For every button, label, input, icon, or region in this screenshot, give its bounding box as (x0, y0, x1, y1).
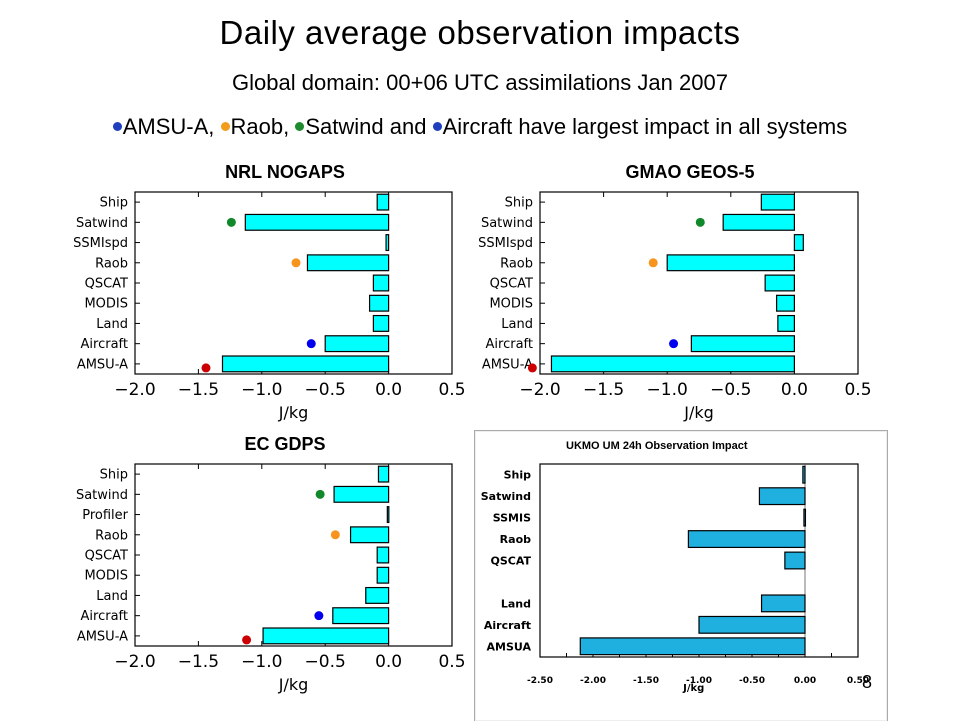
page-title: Daily average observation impacts (219, 14, 741, 51)
ukmo-chart-frame (474, 430, 888, 721)
bar (221, 355, 390, 373)
chart-title-nogaps: NRL NOGAPS (225, 162, 345, 182)
bar (306, 254, 390, 272)
category-label: MODIS (84, 297, 128, 312)
bullet-dot-icon (295, 121, 305, 131)
x-tick-label: −0.5 (305, 380, 346, 400)
bar (244, 213, 390, 231)
bar (385, 234, 390, 252)
bar (368, 294, 390, 312)
bar (376, 193, 390, 211)
bullet-dot-icon (112, 121, 122, 131)
page-subtitle: Global domain: 00+06 UTC assimilations J… (232, 70, 728, 95)
x-tick-label: −1.0 (241, 380, 282, 400)
bullet-text: Satwind and (305, 114, 433, 139)
bar (372, 274, 390, 292)
chart-title-geos5: GMAO GEOS-5 (625, 162, 755, 182)
bar (324, 335, 390, 353)
x-tick-label: 0.0 (375, 380, 402, 400)
category-label: QSCAT (85, 277, 128, 292)
chart-title-ukmo: UKMO UM 24h Observation Impact (566, 440, 748, 452)
bullet-dot-icon (432, 121, 442, 131)
bullet-text: AMSU-A, (122, 114, 221, 139)
x-tick-label: −2.0 (114, 380, 155, 400)
x-tick-label: 0.5 (438, 380, 465, 400)
marker-dot (306, 339, 316, 349)
category-label: Satwind (76, 216, 128, 231)
category-label: AMSU-A (77, 357, 128, 372)
bullet-amsu: AMSU-A, (112, 114, 221, 139)
category-label: SSMIspd (73, 236, 128, 251)
page-number: 8 (862, 672, 873, 692)
bullet-text: Raob, (230, 114, 296, 139)
marker-dot (201, 363, 211, 373)
chart-title-ecgdps: EC GDPS (244, 434, 326, 454)
category-label: Land (96, 317, 128, 332)
bullet-raob: Raob, (220, 114, 296, 139)
x-axis-label: J/kg (278, 403, 309, 422)
bullet-text: Aircraft have largest impact in all syst… (442, 114, 848, 139)
category-label: Raob (95, 256, 128, 271)
x-tick-label: −1.5 (178, 380, 219, 400)
bullet-aircraft: Aircraft have largest impact in all syst… (432, 114, 848, 139)
bullet-dot-icon (220, 121, 230, 131)
marker-dot (291, 258, 301, 268)
bar (372, 314, 390, 332)
bullet-satwind: Satwind and (295, 114, 432, 139)
marker-dot (226, 217, 236, 227)
category-label: Aircraft (81, 337, 128, 352)
category-label: Ship (100, 196, 128, 211)
bullet-line: AMSU-A, Raob, Satwind and Aircraft have … (0, 114, 960, 140)
